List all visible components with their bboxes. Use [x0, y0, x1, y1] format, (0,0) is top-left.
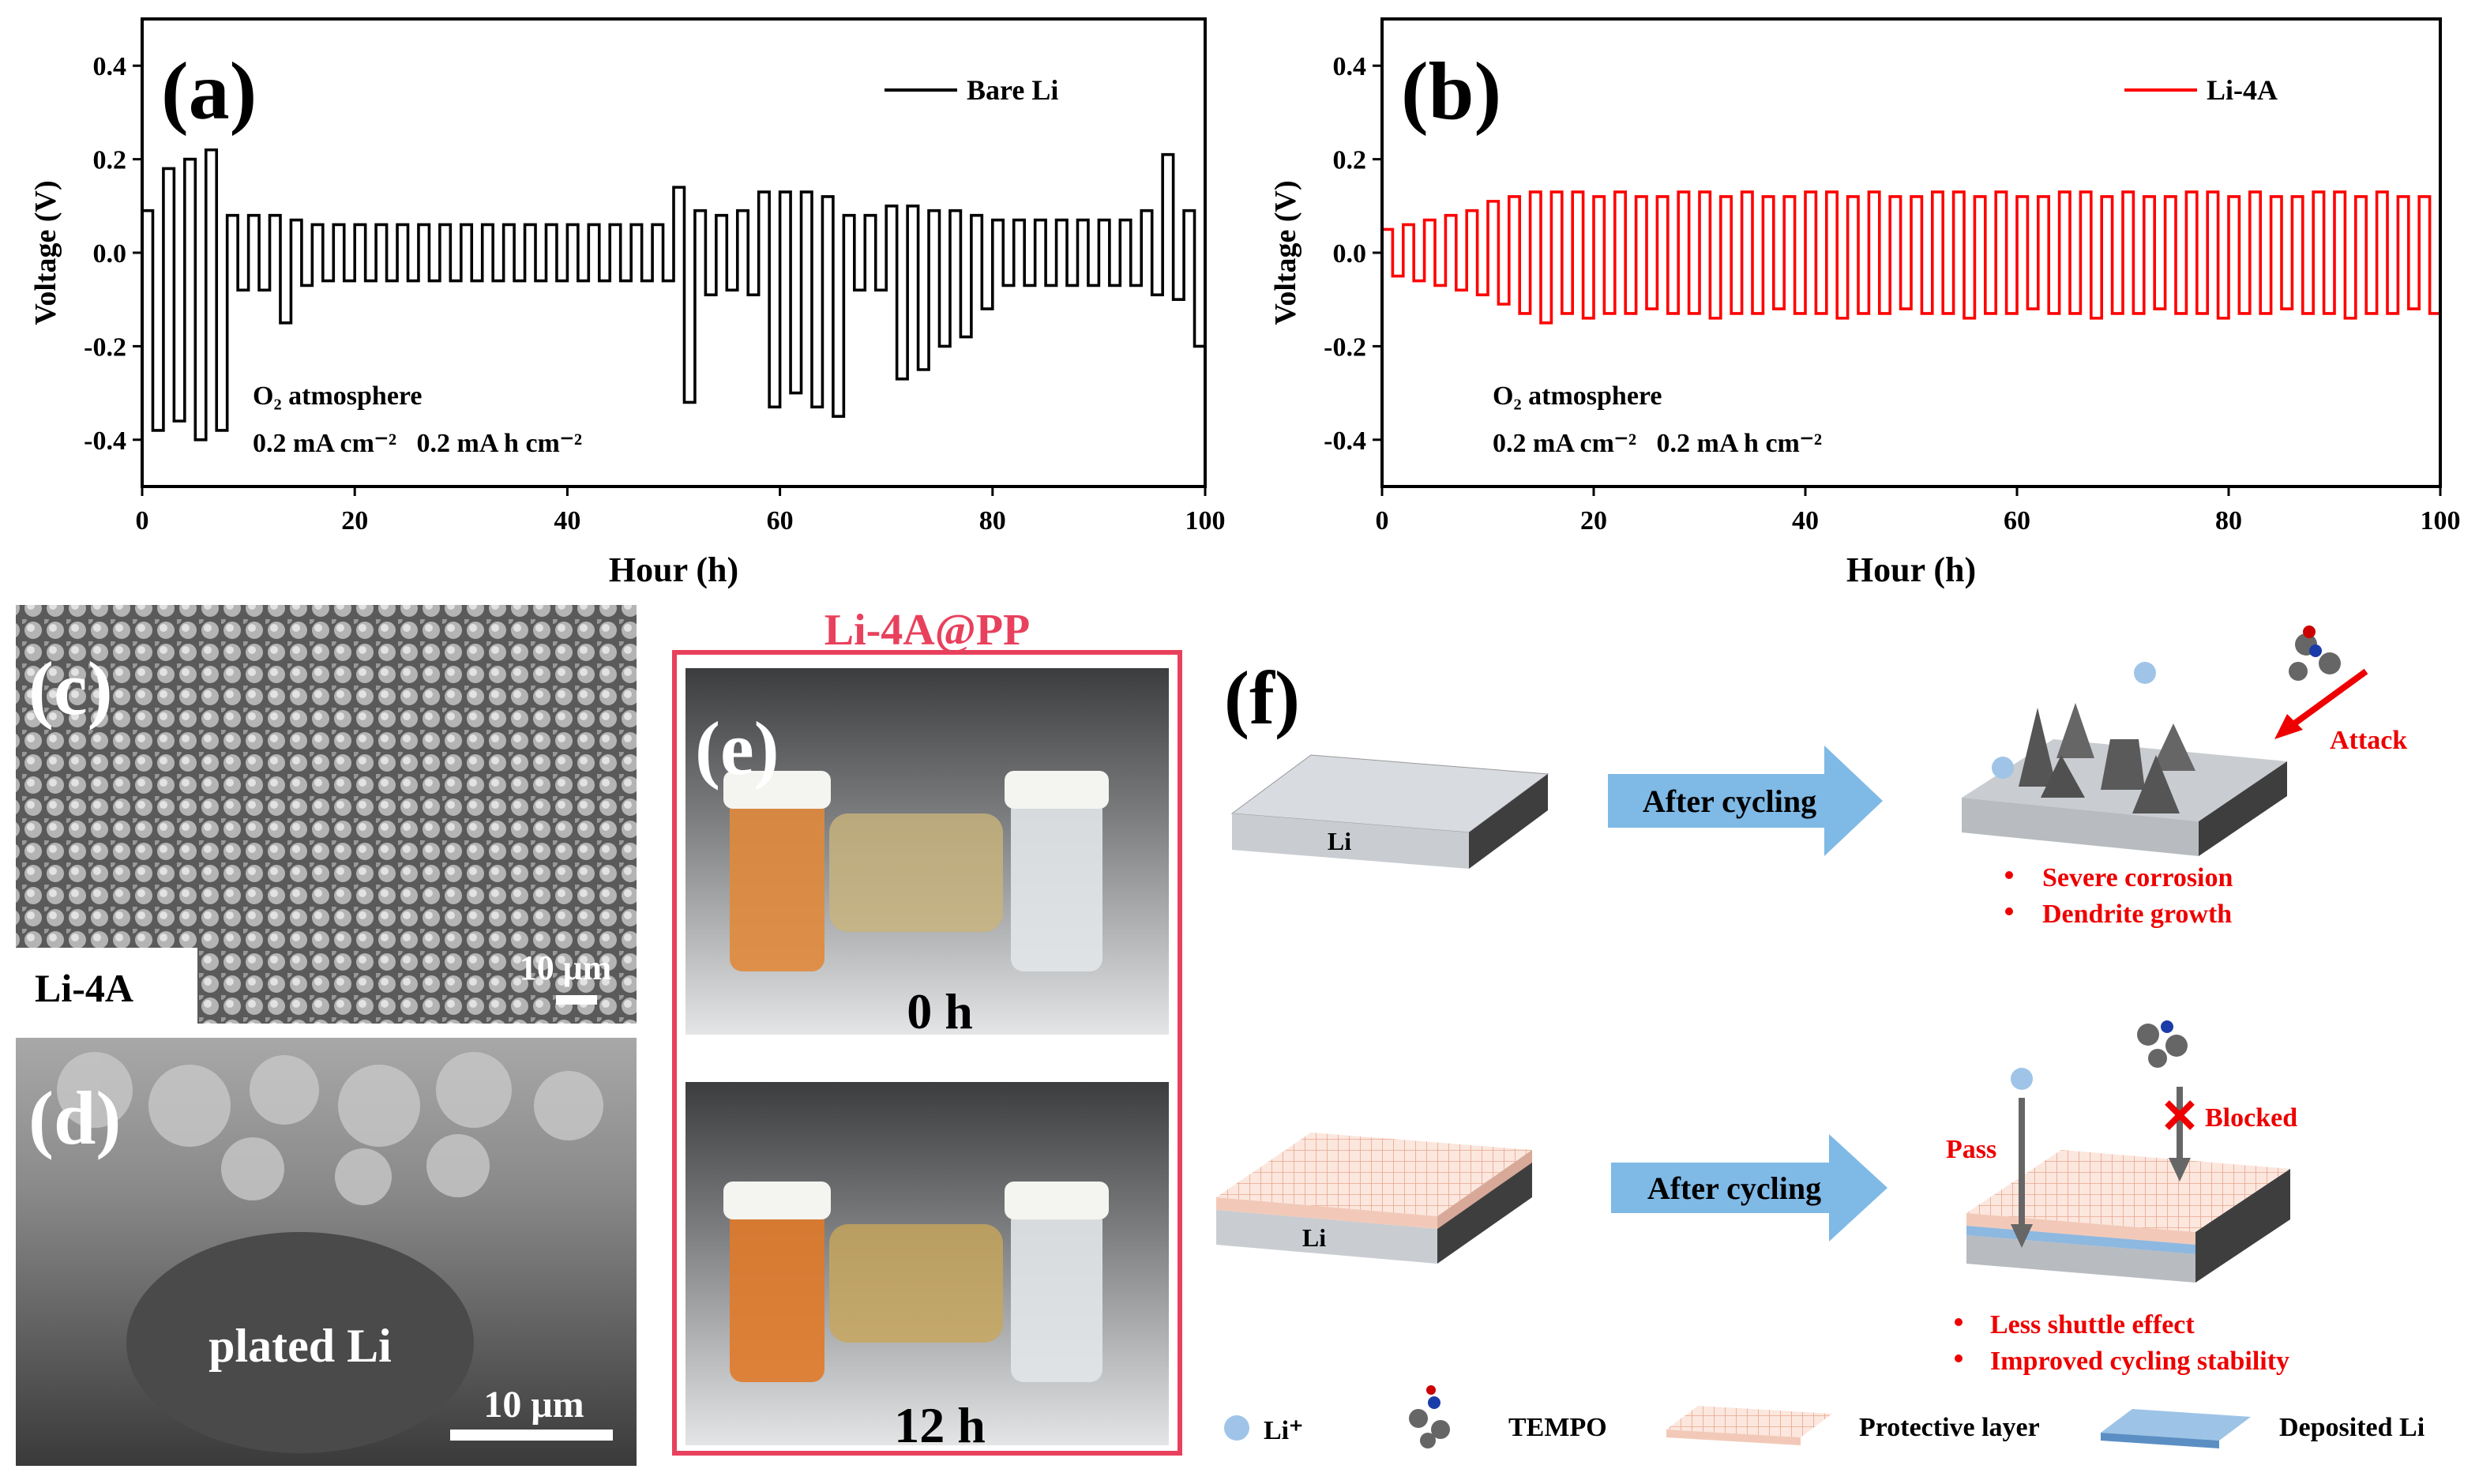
legend-label: TEMPO: [1508, 1413, 1607, 1442]
plated-region: [126, 1232, 474, 1453]
x-axis-label: Hour (h): [609, 550, 738, 589]
scale-bar: [556, 995, 597, 1005]
pass-label: Pass: [1946, 1135, 1996, 1164]
scale-label: 10 μm: [520, 949, 612, 987]
annotation: 0.2 mA cm⁻² 0.2 mA h cm⁻²: [253, 429, 582, 458]
y-tick-label: 0.0: [93, 239, 127, 269]
x-tick-label: 60: [767, 506, 794, 535]
y-tick-label: 0.0: [1333, 239, 1367, 269]
particles: [57, 1052, 603, 1205]
x-tick-label: 80: [979, 506, 1006, 535]
time-label: 0 h: [907, 983, 973, 1039]
caption: plated Li: [208, 1320, 392, 1372]
x-tick-label: 100: [1185, 506, 1226, 535]
attack-label: Attack: [2330, 726, 2407, 755]
y-tick-label: -0.4: [1324, 426, 1366, 456]
data-line: [142, 148, 1205, 441]
panel-label: (d): [28, 1076, 121, 1160]
y-axis-label: Voltage (V): [1269, 180, 1302, 325]
panel-label: (a): [161, 46, 257, 137]
bullet: [1955, 1354, 1963, 1362]
process-label: After cycling: [1647, 1170, 1821, 1206]
x-tick-label: 80: [2215, 506, 2242, 535]
effect: Less shuttle effect: [1990, 1310, 2195, 1339]
x-axis-label: Hour (h): [1846, 550, 1976, 589]
effect: Improved cycling stability: [1990, 1347, 2289, 1376]
panel-label: (e): [695, 706, 779, 791]
x-tick-label: 40: [554, 506, 580, 535]
protected-slab: [1216, 1133, 1532, 1264]
x-tick-label: 0: [1376, 506, 1389, 535]
legend-label: Li-4A: [2207, 74, 2278, 106]
photo: [685, 1082, 1169, 1445]
y-tick-label: 0.4: [93, 52, 127, 81]
x-tick-label: 100: [2421, 506, 2461, 535]
legend-label: Bare Li: [967, 74, 1058, 106]
effect: Dendrite growth: [2042, 900, 2232, 929]
annotation: 0.2 mA cm⁻² 0.2 mA h cm⁻²: [1493, 429, 1822, 458]
protected-result: [1966, 1020, 2290, 1283]
process-arrow: [1608, 746, 1883, 856]
data-line: [1382, 190, 2440, 325]
bullet: [1955, 1318, 1963, 1326]
bullet: [2005, 871, 2013, 879]
legend-label: Deposited Li: [2279, 1413, 2425, 1442]
legend: [1224, 1385, 2251, 1448]
label-box: [16, 948, 197, 1024]
blocked-label: Blocked: [2205, 1103, 2297, 1133]
sample-label: Li-4A: [35, 966, 133, 1010]
y-tick-label: 0.2: [1333, 146, 1367, 175]
x-tick-label: 60: [2004, 506, 2030, 535]
effect: Severe corrosion: [2042, 863, 2233, 892]
bullet: [2005, 907, 2013, 915]
y-tick-label: -0.4: [84, 426, 126, 456]
x-tick-label: 0: [136, 506, 149, 535]
y-axis-label: Voltage (V): [29, 180, 62, 325]
panel-label: (f): [1224, 656, 1300, 740]
process-arrow: [1611, 1134, 1887, 1242]
scale-label: 10 μm: [483, 1384, 584, 1426]
annotation: O₂ atmosphere: [1493, 381, 1662, 411]
li-slab: [1230, 754, 1549, 869]
photo-frame: [672, 650, 1182, 1456]
y-tick-label: 0.2: [93, 146, 127, 175]
corroded-slab: [1962, 626, 2341, 856]
x-tick-label: 40: [1792, 506, 1819, 535]
legend-label: Protective layer: [1859, 1413, 2040, 1442]
annotation: O₂ atmosphere: [253, 381, 423, 411]
x-tick-label: 20: [341, 506, 368, 535]
slab-label: Li: [1302, 1223, 1326, 1252]
attack-arrow-head: [2274, 714, 2303, 739]
slab-label: Li: [1328, 827, 1351, 855]
attack-arrow: [2288, 668, 2368, 730]
scale-bar: [450, 1430, 613, 1441]
y-tick-label: 0.4: [1333, 52, 1367, 81]
photo: [685, 668, 1169, 1035]
time-label: 12 h: [894, 1397, 986, 1453]
legend-label: Li⁺: [1264, 1416, 1303, 1445]
x-tick-label: 20: [1580, 506, 1607, 535]
panel-label: (b): [1401, 46, 1501, 137]
panel-label: (c): [28, 646, 113, 731]
y-tick-label: -0.2: [84, 332, 126, 362]
y-tick-label: -0.2: [1324, 332, 1366, 362]
process-label: After cycling: [1643, 783, 1816, 819]
panel-title: Li-4A@PP: [824, 606, 1031, 655]
